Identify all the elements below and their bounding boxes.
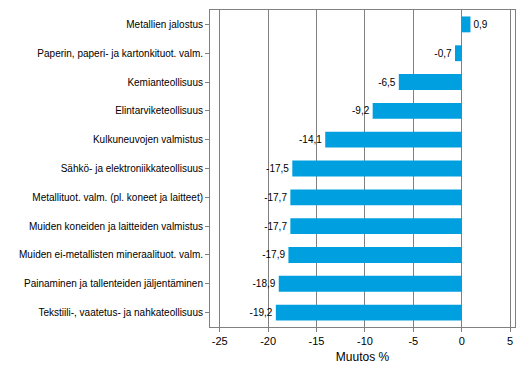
svg-text:-6,5: -6,5 — [378, 77, 396, 88]
svg-text:5: 5 — [507, 335, 513, 347]
svg-text:Muutos %: Muutos % — [336, 350, 390, 364]
svg-text:Muiden koneiden ja laitteiden: Muiden koneiden ja laitteiden valmistus — [29, 221, 203, 232]
svg-text:Sähkö- ja elektroniikkateollis: Sähkö- ja elektroniikkateollisuus — [61, 163, 203, 174]
svg-text:Muiden ei-metallisten mineraal: Muiden ei-metallisten mineraalituot. val… — [19, 249, 203, 260]
svg-text:-0,7: -0,7 — [434, 48, 452, 59]
svg-text:-14,1: -14,1 — [299, 134, 322, 145]
svg-text:-15: -15 — [309, 335, 325, 347]
svg-text:-10: -10 — [357, 335, 373, 347]
svg-text:-9,2: -9,2 — [352, 105, 370, 116]
svg-text:Metallien jalostus: Metallien jalostus — [126, 19, 203, 30]
svg-text:0,9: 0,9 — [473, 19, 487, 30]
svg-text:Elintarviketeollisuus: Elintarviketeollisuus — [115, 105, 203, 116]
svg-text:0: 0 — [459, 335, 465, 347]
svg-text:Painaminen ja tallenteiden jäl: Painaminen ja tallenteiden jäljentäminen — [24, 278, 203, 289]
svg-text:-19,2: -19,2 — [250, 307, 273, 318]
svg-text:-25: -25 — [212, 335, 228, 347]
svg-text:-20: -20 — [260, 335, 276, 347]
svg-text:-17,9: -17,9 — [262, 249, 285, 260]
svg-text:Kulkuneuvojen valmistus: Kulkuneuvojen valmistus — [93, 134, 203, 145]
svg-text:-5: -5 — [408, 335, 418, 347]
svg-text:-17,7: -17,7 — [264, 221, 287, 232]
svg-text:-17,7: -17,7 — [264, 192, 287, 203]
svg-text:Paperin, paperi- ja kartonkitu: Paperin, paperi- ja kartonkituot. valm. — [37, 48, 203, 59]
svg-text:-18,9: -18,9 — [253, 278, 276, 289]
svg-text:-17,5: -17,5 — [266, 163, 289, 174]
svg-text:Tekstiili-, vaatetus- ja nahka: Tekstiili-, vaatetus- ja nahkateollisuus — [38, 307, 203, 318]
svg-text:Kemianteollisuus: Kemianteollisuus — [127, 77, 203, 88]
svg-text:Metallituot. valm. (pl. koneet: Metallituot. valm. (pl. koneet ja laitte… — [32, 192, 203, 203]
